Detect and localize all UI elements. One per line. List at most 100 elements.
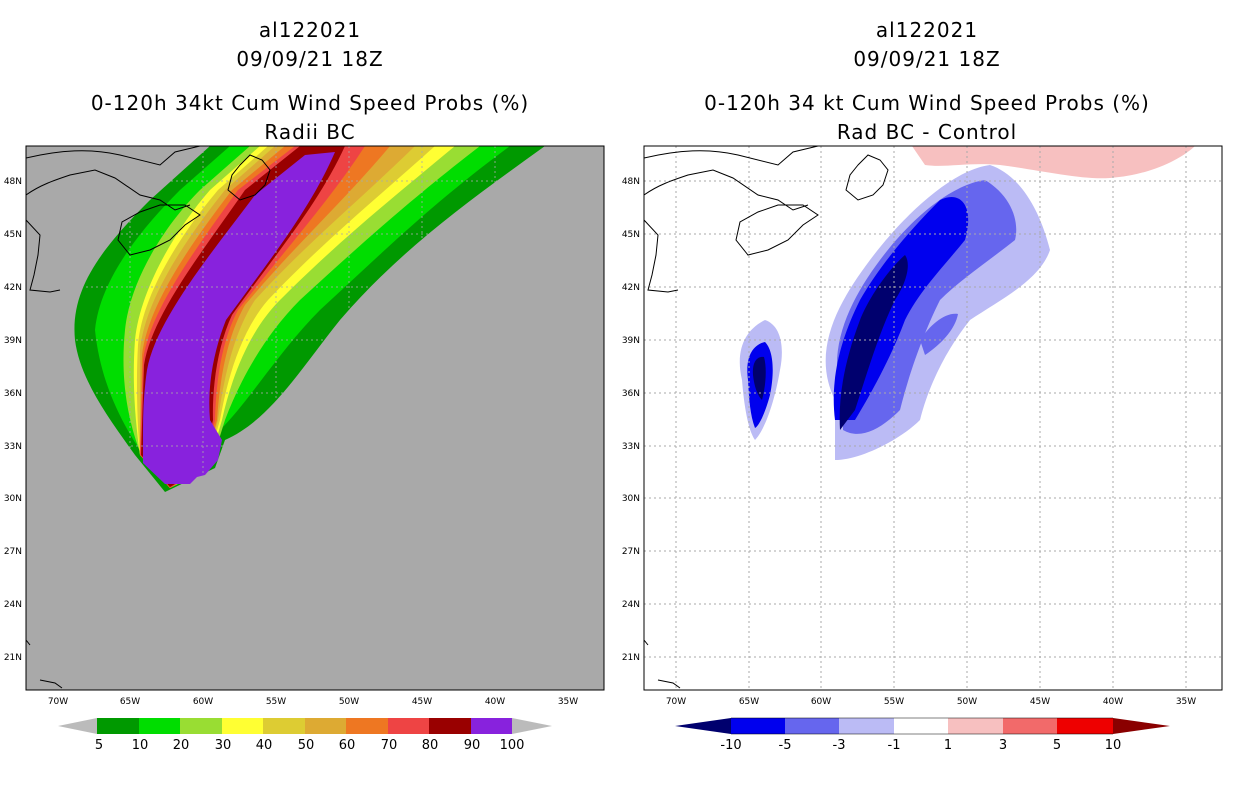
right-map-frame <box>643 145 1223 691</box>
lat-label: 30N <box>622 494 640 504</box>
lon-label: 60W <box>193 697 213 707</box>
lat-label: 27N <box>4 547 22 557</box>
left-colorbar-bin <box>471 718 512 734</box>
lon-label: 35W <box>558 697 578 707</box>
right-colorbar-bin <box>1057 718 1113 734</box>
lon-label: 40W <box>485 697 505 707</box>
colorbar-label: -10 <box>720 738 741 753</box>
left-colorbar-bin <box>222 718 263 734</box>
left-storm-id: al122021 <box>258 18 362 42</box>
colorbar-label: 10 <box>1105 738 1122 753</box>
lat-label: 33N <box>4 442 22 452</box>
lon-label: 50W <box>957 697 977 707</box>
lat-label: 36N <box>622 389 640 399</box>
lon-label: 65W <box>739 697 759 707</box>
lat-label: 39N <box>622 336 640 346</box>
colorbar-label: 5 <box>95 738 103 753</box>
lon-label: 55W <box>884 697 904 707</box>
lat-label: 48N <box>622 177 640 187</box>
right-title: 0-120h 34 kt Cum Wind Speed Probs (%) <box>704 91 1150 115</box>
lon-label: 55W <box>266 697 286 707</box>
lat-label: 42N <box>4 283 22 293</box>
left-map-frame <box>25 145 605 691</box>
right-lat-labels: 48N 45N 42N 39N 36N 33N 30N 27N 24N 21N <box>622 177 640 663</box>
right-colorbar-bin <box>839 718 894 734</box>
colorbar-label: 1 <box>944 738 952 753</box>
left-colorbar-bin <box>97 718 139 734</box>
lat-label: 45N <box>4 230 22 240</box>
lon-label: 50W <box>339 697 359 707</box>
colorbar-label: 70 <box>381 738 398 753</box>
lat-label: 33N <box>622 442 640 452</box>
lon-label: 35W <box>1176 697 1196 707</box>
lat-label: 24N <box>622 600 640 610</box>
left-colorbar-bin <box>263 718 305 734</box>
colorbar-label: 30 <box>215 738 232 753</box>
colorbar-label: -1 <box>888 738 901 753</box>
colorbar-label: 20 <box>173 738 190 753</box>
lat-label: 39N <box>4 336 22 346</box>
colorbar-label: 10 <box>132 738 149 753</box>
right-subtitle: Rad BC - Control <box>836 120 1018 144</box>
lon-label: 70W <box>666 697 686 707</box>
colorbar-label: 5 <box>1053 738 1061 753</box>
left-colorbar-start-arrow <box>58 718 97 734</box>
right-difference-field <box>739 146 1195 460</box>
colorbar-label: 80 <box>422 738 439 753</box>
colorbar-label: 60 <box>339 738 356 753</box>
lon-label: 70W <box>48 697 68 707</box>
left-colorbar-bin <box>346 718 388 734</box>
left-datetime: 09/09/21 18Z <box>236 47 384 71</box>
lat-label: 42N <box>622 283 640 293</box>
right-gridlines <box>644 146 1222 690</box>
right-map: 48N 45N 42N 39N 36N 33N 30N 27N 24N 21N … <box>622 145 1223 707</box>
left-title: 0-120h 34kt Cum Wind Speed Probs (%) <box>90 91 530 115</box>
left-coastlines <box>26 146 271 689</box>
right-colorbar-bin <box>731 718 785 734</box>
lat-label: 45N <box>622 230 640 240</box>
colorbar-label: 100 <box>500 738 525 753</box>
right-datetime: 09/09/21 18Z <box>853 47 1001 71</box>
lat-label: 30N <box>4 494 22 504</box>
right-colorbar-start-arrow <box>675 718 731 734</box>
lat-label: 24N <box>4 600 22 610</box>
right-colorbar-bin <box>785 718 839 734</box>
right-colorbar-bin <box>1003 718 1057 734</box>
right-colorbar-bin <box>894 718 948 734</box>
left-gridlines <box>26 146 604 690</box>
left-colorbar-bin <box>388 718 429 734</box>
lon-label: 65W <box>120 697 140 707</box>
right-colorbar-end-arrow <box>1113 718 1170 734</box>
left-lon-labels: 70W 65W 60W 55W 50W 45W 40W 35W <box>48 697 578 707</box>
colorbar-label: -3 <box>833 738 846 753</box>
right-storm-id: al122021 <box>875 18 979 42</box>
right-colorbar-bin <box>948 718 1003 734</box>
left-colorbar-bin <box>305 718 346 734</box>
lat-label: 48N <box>4 177 22 187</box>
colorbar-label: 90 <box>464 738 481 753</box>
lat-label: 21N <box>622 653 640 663</box>
colorbar-label: 50 <box>298 738 315 753</box>
right-coastlines <box>644 146 889 689</box>
colorbar-label: 40 <box>256 738 273 753</box>
lon-label: 45W <box>412 697 432 707</box>
lon-label: 60W <box>811 697 831 707</box>
right-lon-labels: 70W 65W 60W 55W 50W 45W 40W 35W <box>666 697 1196 707</box>
right-colorbar: -10 -5 -3 -1 1 3 5 10 <box>675 717 1170 753</box>
lon-label: 45W <box>1030 697 1050 707</box>
left-colorbar-end-arrow <box>512 718 552 734</box>
left-map: 48N 45N 42N 39N 36N 33N 30N 27N 24N 21N … <box>4 145 605 707</box>
left-lat-labels: 48N 45N 42N 39N 36N 33N 30N 27N 24N 21N <box>4 177 22 663</box>
lon-label: 40W <box>1103 697 1123 707</box>
left-colorbar: 5 10 20 30 40 50 60 70 80 90 100 <box>58 718 552 753</box>
lat-label: 21N <box>4 653 22 663</box>
left-colorbar-bin <box>429 718 471 734</box>
lat-label: 27N <box>622 547 640 557</box>
colorbar-label: -5 <box>779 738 792 753</box>
left-colorbar-bin <box>139 718 180 734</box>
lat-label: 36N <box>4 389 22 399</box>
left-subtitle: Radii BC <box>264 120 356 144</box>
colorbar-label: 3 <box>999 738 1007 753</box>
left-colorbar-bin <box>180 718 222 734</box>
